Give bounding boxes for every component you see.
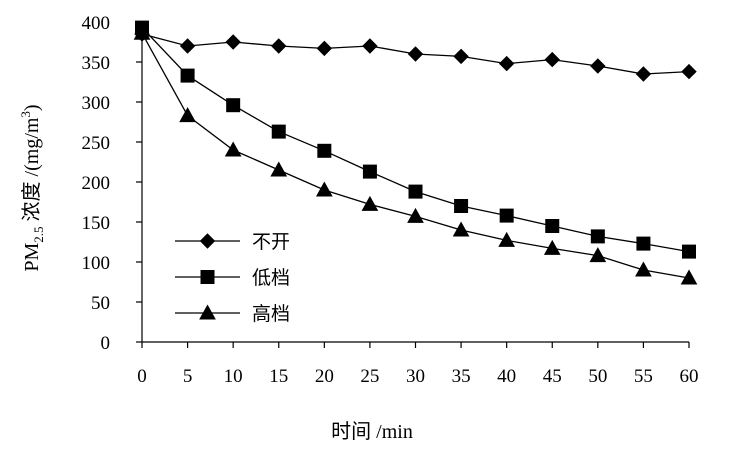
- data-point-triangle: [498, 231, 516, 247]
- data-point-triangle: [224, 141, 242, 157]
- x-tick-label: 0: [137, 366, 147, 387]
- data-point-square: [454, 199, 469, 213]
- y-axis-label-suffix: ): [21, 104, 43, 111]
- legend-item: 不开: [175, 231, 290, 253]
- x-tick-label: 50: [588, 366, 607, 387]
- data-point-diamond: [498, 55, 515, 72]
- data-point-square: [362, 164, 377, 179]
- x-tick-labels: 0 5 10 15 20 25 30 35 40 45 50 55 60: [137, 366, 698, 387]
- y-axis-label-subscript: 2.5: [31, 226, 46, 242]
- data-point-triangle: [315, 181, 333, 197]
- data-point-square: [271, 124, 286, 139]
- data-point-triangle: [270, 161, 288, 177]
- legend-label: 高档: [252, 303, 290, 325]
- y-axis-label: PM2.5 浓度 /(mg/m3): [18, 104, 46, 271]
- legend-item: 低档: [175, 267, 290, 289]
- series-triangle: [133, 24, 698, 285]
- data-point-diamond: [179, 38, 196, 54]
- data-point-triangle: [407, 207, 424, 223]
- data-point-triangle: [452, 221, 470, 237]
- data-point-square: [590, 229, 605, 244]
- x-tick-label: 60: [680, 366, 699, 387]
- data-point-diamond: [544, 51, 560, 68]
- x-tick-label: 10: [224, 366, 243, 387]
- y-tick-labels: 0 50 100 150 200 250 300 350 400: [82, 13, 111, 354]
- x-tick-label: 30: [406, 366, 425, 387]
- data-point-diamond: [225, 34, 241, 50]
- data-point-triangle: [680, 269, 698, 285]
- y-tick-label: 400: [82, 13, 111, 34]
- x-tick-label: 45: [543, 366, 562, 387]
- y-tick-label: 150: [82, 213, 111, 234]
- legend-marker-square: [200, 270, 215, 284]
- x-tick-label: 55: [634, 366, 653, 387]
- y-axis-label-middle: 浓度 /(mg/m: [20, 117, 43, 226]
- legend-label: 低档: [252, 267, 290, 289]
- data-point-square: [317, 143, 332, 158]
- data-point-triangle: [635, 261, 652, 277]
- legend-item: 高档: [175, 303, 290, 325]
- y-tick-label: 300: [82, 93, 111, 114]
- data-point-square: [682, 244, 696, 259]
- data-point-triangle: [179, 107, 196, 123]
- data-point-diamond: [590, 58, 606, 74]
- data-point-diamond: [316, 40, 333, 57]
- data-point-diamond: [635, 66, 652, 82]
- x-axis-label: 时间 /min: [331, 420, 413, 443]
- series-layer: [133, 20, 698, 285]
- y-tick-label: 350: [82, 53, 111, 74]
- y-tick-label: 250: [82, 133, 111, 154]
- y-tick-label: 200: [82, 173, 111, 194]
- data-point-square: [226, 98, 241, 113]
- data-point-diamond: [407, 46, 424, 62]
- data-point-square: [636, 236, 651, 251]
- legend-marker-diamond: [199, 233, 216, 249]
- y-tick-label: 0: [101, 333, 111, 354]
- data-point-square: [499, 208, 514, 223]
- x-tick-label: 25: [360, 366, 379, 387]
- y-axis-label-prefix: PM: [21, 242, 43, 271]
- data-point-diamond: [453, 48, 469, 65]
- x-tick-label: 15: [269, 366, 288, 387]
- y-axis-label-superscript: 3: [18, 111, 33, 118]
- data-point-diamond: [362, 38, 378, 54]
- data-point-square: [408, 184, 423, 199]
- data-point-triangle: [133, 24, 151, 40]
- y-tick-label: 50: [91, 293, 110, 314]
- data-point-square: [545, 219, 560, 233]
- x-tick-label: 40: [497, 366, 516, 387]
- legend-marker-triangle: [199, 304, 216, 320]
- series-diamond: [134, 26, 697, 82]
- legend-label: 不开: [252, 231, 290, 253]
- data-point-square: [180, 68, 195, 83]
- x-tick-label: 5: [183, 366, 193, 387]
- data-point-triangle: [589, 247, 607, 263]
- data-point-triangle: [543, 239, 561, 255]
- x-tick-label: 20: [315, 366, 334, 387]
- data-point-triangle: [361, 195, 379, 211]
- data-point-diamond: [681, 63, 697, 80]
- x-tick-label: 35: [452, 366, 471, 387]
- y-tick-label: 100: [82, 253, 111, 274]
- axes: [136, 21, 690, 348]
- data-point-diamond: [271, 38, 287, 54]
